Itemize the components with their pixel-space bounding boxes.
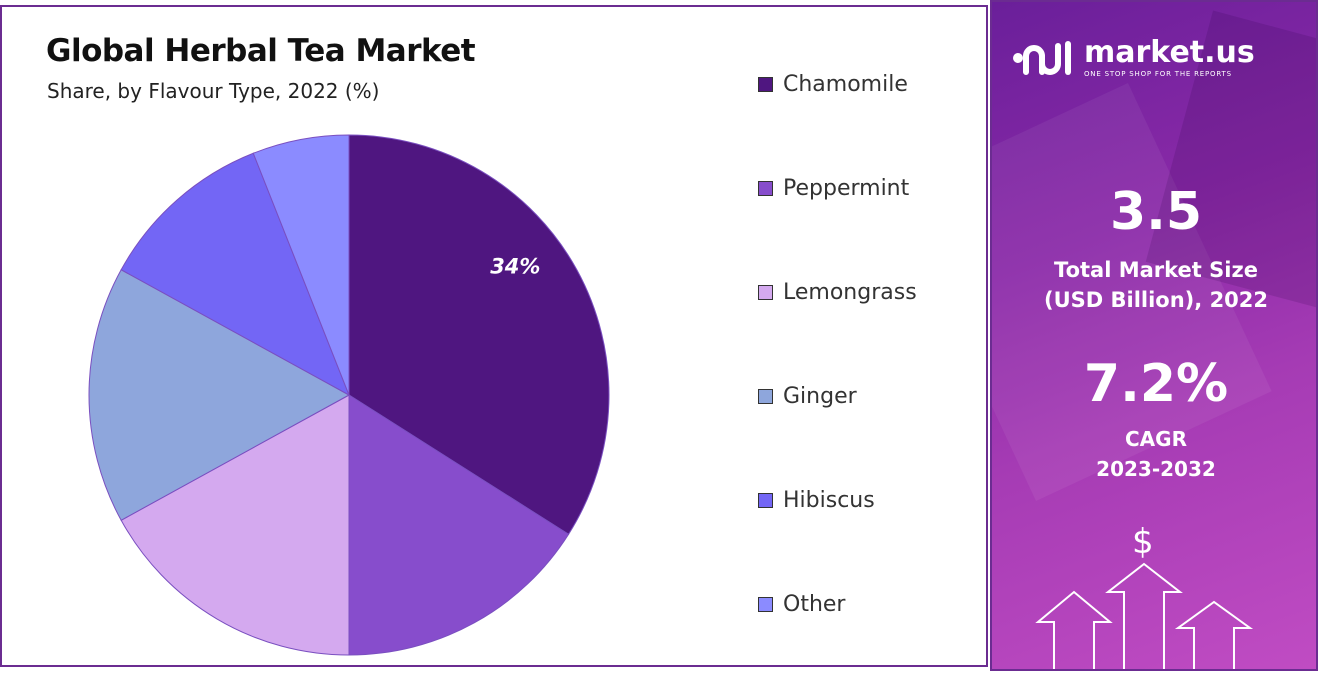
chart-panel: Global Herbal Tea Market Share, by Flavo… xyxy=(0,5,988,667)
pie-chart: 34% xyxy=(88,134,610,656)
cagr-value: 7.2% xyxy=(1083,354,1229,414)
legend-item-peppermint: Peppermint xyxy=(758,171,909,205)
market-size-label-line2: (USD Billion), 2022 xyxy=(1043,288,1269,312)
legend-swatch xyxy=(758,492,773,508)
dollar-icon: $ xyxy=(1132,522,1154,562)
market-us-logo-icon xyxy=(1013,41,1071,75)
pie-slice-hibiscus xyxy=(120,152,350,397)
brand-logo: market.us ONE STOP SHOP FOR THE REPORTS xyxy=(1012,38,1255,78)
legend-item-other: Other xyxy=(758,587,845,621)
chart-title: Global Herbal Tea Market xyxy=(46,33,476,69)
legend-swatch xyxy=(758,596,773,612)
growth-arrows-icon xyxy=(1035,562,1254,669)
pie-slice-lemongrass xyxy=(120,394,350,656)
legend-swatch xyxy=(758,388,773,404)
info-panel: market.us ONE STOP SHOP FOR THE REPORTS … xyxy=(990,0,1318,671)
data-label-chamomile: 34% xyxy=(490,255,540,279)
legend-swatch xyxy=(758,180,773,196)
legend-label: Other xyxy=(783,591,846,617)
pie-slice-other xyxy=(252,134,350,396)
legend-swatch xyxy=(758,284,773,300)
brand-tagline: ONE STOP SHOP FOR THE REPORTS xyxy=(1084,70,1232,78)
pie-slice-ginger xyxy=(88,269,351,521)
brand-name: market.us xyxy=(1084,35,1255,70)
legend-item-ginger: Ginger xyxy=(758,379,857,413)
legend-label: Chamomile xyxy=(783,71,908,97)
cagr-period: 2023-2032 xyxy=(1096,457,1216,481)
legend-label: Peppermint xyxy=(783,175,910,201)
cagr-label: CAGR xyxy=(1125,427,1187,451)
market-size-value: 3.5 xyxy=(1109,182,1203,242)
legend-label: Ginger xyxy=(783,383,857,409)
legend-item-hibiscus: Hibiscus xyxy=(758,483,875,517)
pie-slice-peppermint xyxy=(348,394,570,656)
legend-item-lemongrass: Lemongrass xyxy=(758,275,917,309)
market-size-label-line1: Total Market Size xyxy=(1054,258,1258,282)
legend-item-chamomile: Chamomile xyxy=(758,67,908,101)
legend-swatch xyxy=(758,76,773,92)
legend-label: Hibiscus xyxy=(783,487,875,513)
chart-subtitle: Share, by Flavour Type, 2022 (%) xyxy=(47,79,380,103)
legend-label: Lemongrass xyxy=(783,279,917,305)
pie-slice-chamomile xyxy=(348,134,610,536)
